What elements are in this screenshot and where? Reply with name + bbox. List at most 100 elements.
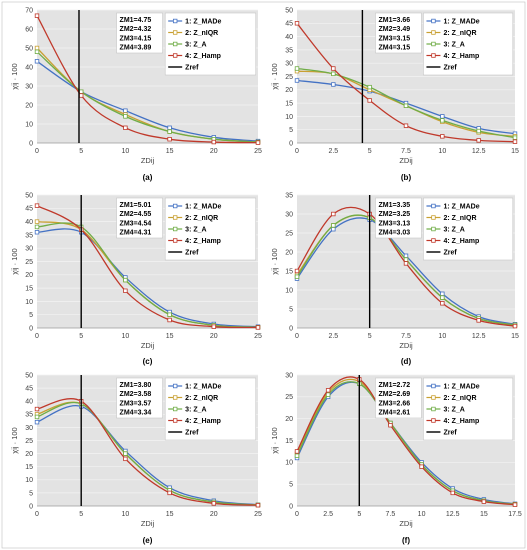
series-marker-4 bbox=[255, 325, 261, 330]
series-marker-4 bbox=[450, 490, 455, 496]
legend-marker bbox=[172, 418, 178, 423]
legend-marker bbox=[172, 203, 178, 209]
y-tick-label: 30 bbox=[25, 425, 33, 432]
y-tick-label: 20 bbox=[285, 416, 293, 423]
x-tick-label: 0 bbox=[295, 148, 299, 155]
chart-panel-b: 0 5 10 15 20 25 30 35 40 45 50 0 2.5 5 7.5 10 12.5 15 ZDij… bbox=[270, 7, 519, 182]
legend-entry: 3: Z_A bbox=[443, 227, 464, 234]
y-tick-label: 30 bbox=[25, 246, 33, 253]
y-tick-label: 10 bbox=[285, 114, 293, 121]
series-marker-1 bbox=[34, 419, 40, 425]
y-tick-label: 45 bbox=[25, 206, 33, 213]
series-line-3 bbox=[36, 401, 259, 506]
series-marker-4 bbox=[403, 123, 409, 128]
series-marker-4 bbox=[325, 388, 331, 393]
x-tick-label: 10 bbox=[122, 148, 130, 155]
annotation-text: ZM1=2.72 bbox=[378, 382, 410, 389]
x-tick-label: 2.5 bbox=[328, 333, 338, 340]
legend-entry: 2: Z_nIQR bbox=[185, 215, 218, 222]
series-marker-3 bbox=[123, 451, 128, 456]
annotation-text: ZM2=4.32 bbox=[120, 26, 152, 33]
legend-marker bbox=[172, 215, 178, 220]
series-marker-4 bbox=[512, 502, 518, 507]
annotation-text: ZM2=4.55 bbox=[120, 211, 152, 218]
annotation-text: ZM3=3.57 bbox=[120, 400, 152, 407]
legend-marker bbox=[172, 226, 178, 232]
panel-caption: (f) bbox=[402, 536, 410, 545]
series-marker-3 bbox=[403, 103, 409, 108]
annotation-text: ZM4=3.34 bbox=[120, 410, 152, 417]
y-tick-label: 50 bbox=[25, 372, 33, 379]
y-tick-label: 25 bbox=[25, 438, 33, 445]
series-marker-3 bbox=[34, 414, 40, 420]
annotation-text: ZM3=4.54 bbox=[120, 220, 152, 227]
series-marker-4 bbox=[331, 66, 336, 71]
y-tick-label: 35 bbox=[25, 412, 33, 419]
series-marker-4 bbox=[167, 317, 172, 323]
y-tick-label: 50 bbox=[285, 7, 293, 14]
y-tick-label: 5 bbox=[289, 306, 293, 313]
y-tick-label: 15 bbox=[285, 268, 293, 275]
y-tick-label: 30 bbox=[285, 211, 293, 218]
series-marker-3 bbox=[476, 128, 481, 134]
series-marker-1 bbox=[440, 291, 445, 296]
series-marker-3 bbox=[294, 66, 300, 71]
y-tick-label: 40 bbox=[25, 399, 33, 406]
annotation-text: ZM4=3.15 bbox=[378, 45, 410, 52]
x-tick-label: 15 bbox=[166, 333, 174, 340]
legend-entry: Zref bbox=[185, 430, 199, 437]
x-axis-label: ZDij bbox=[141, 341, 155, 350]
series-marker-1 bbox=[123, 108, 128, 113]
x-tick-label: 20 bbox=[210, 148, 218, 155]
y-axis-label: χij · 100 bbox=[270, 248, 279, 274]
y-axis-label: χij · 100 bbox=[270, 63, 279, 89]
legend-entry: 3: Z_A bbox=[185, 227, 206, 234]
x-tick-label: 25 bbox=[254, 333, 262, 340]
y-tick-label: 70 bbox=[25, 7, 33, 14]
series-marker-4 bbox=[123, 125, 128, 130]
series-marker-4 bbox=[211, 501, 216, 506]
series-marker-3 bbox=[167, 312, 172, 317]
y-tick-label: 20 bbox=[285, 249, 293, 256]
series-marker-4 bbox=[476, 138, 481, 143]
series-marker-4 bbox=[294, 449, 300, 454]
y-tick-label: 20 bbox=[285, 87, 293, 94]
legend-entry: 2: Z_nIQR bbox=[443, 215, 476, 222]
series-marker-3 bbox=[512, 135, 518, 140]
x-axis-label: ZDij bbox=[141, 519, 155, 528]
x-tick-label: 20 bbox=[210, 511, 218, 518]
annotation-text: ZM2=3.49 bbox=[378, 26, 410, 33]
annotation-text: ZM1=3.80 bbox=[120, 382, 152, 389]
legend-marker bbox=[172, 238, 178, 243]
y-tick-label: 0 bbox=[289, 503, 293, 510]
legend-marker bbox=[172, 30, 178, 35]
annotation-text: ZM2=3.58 bbox=[120, 391, 152, 398]
series-line-1 bbox=[36, 404, 259, 506]
x-tick-label: 2.5 bbox=[323, 511, 333, 518]
series-marker-3 bbox=[440, 295, 445, 300]
y-tick-label: 35 bbox=[285, 192, 293, 199]
x-tick-label: 10 bbox=[438, 148, 446, 155]
annotation-text: ZM1=4.75 bbox=[120, 17, 152, 24]
legend-entry: 1: Z_MADe bbox=[185, 19, 221, 26]
x-tick-label: 0 bbox=[295, 511, 299, 518]
y-tick-label: 5 bbox=[29, 490, 33, 497]
y-tick-label: 0 bbox=[29, 325, 33, 332]
annotation-box bbox=[116, 197, 163, 239]
series-marker-3 bbox=[440, 118, 445, 123]
x-tick-label: 10 bbox=[122, 333, 130, 340]
x-tick-label: 5 bbox=[368, 333, 372, 340]
legend-entry: 4: Z_Hamp bbox=[443, 238, 479, 245]
y-tick-label: 45 bbox=[285, 21, 293, 28]
legend-entry: 4: Z_Hamp bbox=[185, 418, 221, 425]
series-marker-4 bbox=[34, 203, 40, 208]
x-tick-label: 20 bbox=[210, 333, 218, 340]
x-tick-label: 15 bbox=[511, 148, 519, 155]
x-tick-label: 12.5 bbox=[472, 333, 486, 340]
legend-marker bbox=[431, 395, 436, 400]
legend-entry: 2: Z_nIQR bbox=[185, 30, 218, 37]
series-marker-1 bbox=[331, 226, 336, 232]
legend-entry: Zref bbox=[185, 65, 199, 72]
legend-marker bbox=[172, 383, 178, 389]
series-marker-4 bbox=[388, 423, 393, 428]
